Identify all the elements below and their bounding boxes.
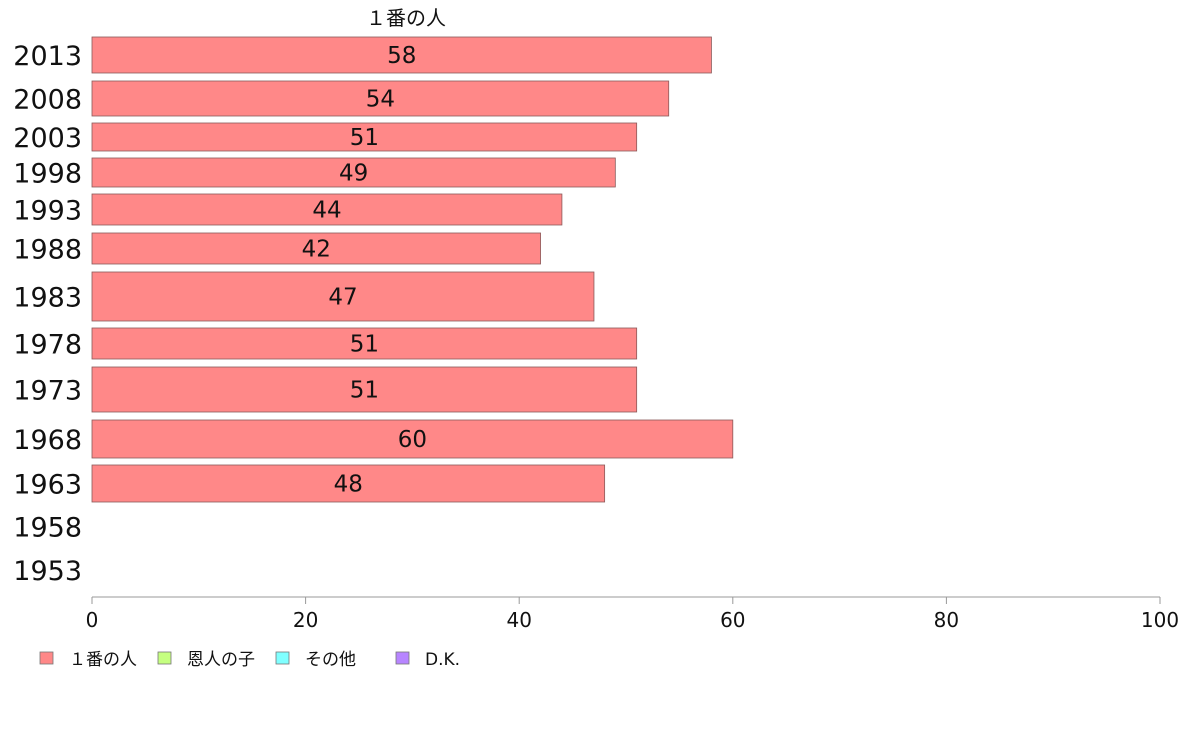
legend-label: 恩人の子 <box>187 650 255 670</box>
bar <box>91 232 541 265</box>
bar <box>91 271 595 322</box>
bar <box>91 419 734 459</box>
y-tick-label: 1983 <box>13 283 82 314</box>
bar <box>91 366 638 413</box>
bar <box>91 327 638 360</box>
legend-label: その他 <box>305 650 356 670</box>
bar <box>91 122 638 152</box>
bar-value-label: 48 <box>334 472 363 498</box>
bar <box>91 80 670 117</box>
x-tick-label: 60 <box>720 608 745 632</box>
x-tick-label: 80 <box>934 608 959 632</box>
legend-swatch <box>275 651 290 665</box>
y-tick-label: 1993 <box>13 196 82 227</box>
bar-value-label: 51 <box>350 378 379 404</box>
bar-value-label: 51 <box>350 125 379 151</box>
x-tick-label: 20 <box>293 608 318 632</box>
y-tick-label: 2013 <box>13 41 82 72</box>
y-tick-label: 2008 <box>13 85 82 116</box>
y-tick-label: 1973 <box>13 376 82 407</box>
legend-swatch <box>157 651 172 665</box>
x-tick-label: 0 <box>86 608 99 632</box>
legend-swatch <box>39 651 54 665</box>
bar-value-label: 42 <box>302 237 331 263</box>
chart-title: １番の人 <box>366 6 446 30</box>
legend-label: １番の人 <box>69 650 137 670</box>
bar-value-label: 49 <box>339 161 368 187</box>
bar-value-label: 51 <box>350 332 379 358</box>
bar <box>91 464 606 503</box>
y-tick-label: 1968 <box>13 425 82 456</box>
y-tick-label: 1988 <box>13 235 82 266</box>
bar-value-label: 47 <box>328 285 357 311</box>
bar-value-label: 60 <box>398 427 427 453</box>
bar-value-label: 58 <box>387 43 416 69</box>
x-tick-label: 40 <box>506 608 531 632</box>
y-tick-label: 1958 <box>13 513 82 544</box>
bar <box>91 157 616 188</box>
x-tick-label: 100 <box>1141 608 1179 632</box>
legend-label: D.K. <box>425 650 460 670</box>
bar-value-label: 44 <box>312 198 341 224</box>
bar <box>91 193 563 226</box>
y-tick-label: 1953 <box>13 556 82 587</box>
legend-swatch <box>395 651 410 665</box>
y-tick-label: 2003 <box>13 123 82 154</box>
bar <box>91 36 712 74</box>
y-tick-label: 1963 <box>13 470 82 501</box>
bar-value-label: 54 <box>366 87 395 113</box>
y-tick-label: 1978 <box>13 330 82 361</box>
y-tick-label: 1998 <box>13 159 82 190</box>
